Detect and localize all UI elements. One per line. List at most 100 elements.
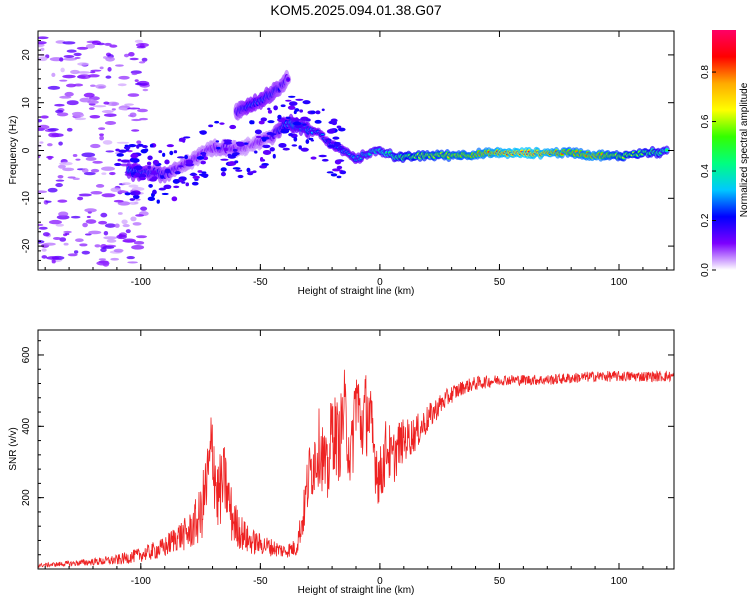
noise-blob	[59, 95, 72, 99]
noise-blob	[100, 212, 108, 218]
y-tick-label: 400	[21, 418, 32, 435]
clutter-blob	[329, 128, 336, 131]
clutter-blob	[277, 114, 282, 120]
clutter-blob	[223, 139, 233, 143]
noise-blob	[56, 112, 69, 117]
noise-blob	[73, 250, 79, 254]
noise-blob	[110, 257, 120, 261]
clutter-blob	[321, 108, 325, 112]
clutter-blob	[200, 160, 206, 165]
clutter-blob	[295, 98, 304, 101]
clutter-blob	[189, 173, 198, 176]
noise-blob	[87, 100, 99, 105]
noise-blob	[38, 226, 48, 230]
snr-x-label: Height of straight line (km)	[298, 585, 415, 596]
clutter-blob	[288, 132, 294, 137]
clutter-blob	[282, 147, 290, 151]
noise-blob	[95, 184, 105, 188]
clutter-blob	[192, 175, 200, 180]
clutter-blob	[252, 170, 257, 173]
noise-blob	[127, 261, 139, 264]
noise-blob	[90, 84, 96, 87]
clutter-blob	[164, 159, 170, 165]
clutter-blob	[232, 152, 240, 156]
noise-blob	[47, 85, 61, 90]
noise-blob	[92, 160, 103, 164]
noise-blob	[85, 219, 97, 224]
clutter-blob	[144, 148, 149, 152]
clutter-blob	[334, 143, 342, 147]
clutter-blob	[260, 117, 268, 122]
clutter-blob	[185, 159, 194, 165]
noise-blob	[76, 71, 91, 74]
noise-blob	[101, 166, 115, 171]
noise-blob	[77, 196, 84, 201]
noise-blob	[62, 41, 76, 45]
noise-blob	[58, 211, 69, 217]
noise-blob	[57, 199, 68, 203]
noise-blob	[46, 256, 60, 260]
noise-blob	[39, 141, 44, 144]
noise-blob	[102, 140, 113, 145]
clutter-blob	[305, 139, 310, 144]
noise-blob	[74, 56, 81, 59]
noise-blob	[136, 140, 142, 144]
noise-blob	[57, 164, 66, 169]
noise-blob	[121, 219, 128, 225]
ridge-core	[286, 78, 290, 81]
noise-blob	[63, 54, 75, 58]
noise-blob	[38, 124, 50, 130]
noise-blob	[106, 101, 120, 107]
clutter-blob	[198, 173, 205, 176]
noise-blob	[79, 243, 88, 247]
y-tick-label: 600	[21, 346, 32, 363]
clutter-blob	[273, 105, 278, 111]
clutter-blob	[327, 144, 336, 148]
noise-blob	[118, 107, 128, 111]
clutter-blob	[163, 184, 172, 189]
noise-blob	[42, 232, 50, 237]
noise-blob	[104, 42, 112, 46]
clutter-blob	[254, 150, 258, 154]
clutter-blob	[327, 139, 331, 144]
clutter-blob	[220, 167, 227, 172]
noise-blob	[98, 85, 105, 89]
noise-blob	[107, 67, 112, 72]
noise-blob	[103, 101, 110, 105]
clutter-blob	[258, 120, 265, 125]
noise-blob	[134, 82, 143, 86]
ridge-core	[665, 149, 669, 152]
clutter-blob	[251, 120, 255, 125]
noise-blob	[82, 222, 88, 228]
noise-blob	[73, 112, 85, 118]
noise-blob	[106, 239, 117, 243]
clutter-blob	[184, 155, 188, 160]
clutter-blob	[215, 140, 220, 143]
clutter-blob	[136, 144, 140, 149]
noise-blob	[115, 64, 124, 67]
noise-blob	[102, 262, 110, 267]
noise-blob	[114, 223, 120, 228]
clutter-blob	[164, 168, 171, 174]
clutter-blob	[330, 118, 338, 123]
clutter-blob	[232, 167, 241, 170]
clutter-blob	[201, 171, 207, 174]
clutter-blob	[262, 149, 272, 155]
noise-blob	[63, 242, 69, 246]
noise-blob	[105, 56, 115, 62]
clutter-blob	[285, 116, 291, 120]
noise-blob	[55, 179, 65, 182]
clutter-blob	[174, 170, 181, 175]
x-tick-label: -100	[131, 277, 151, 288]
clutter-blob	[114, 162, 122, 167]
clutter-blob	[338, 127, 346, 132]
noise-blob	[66, 127, 73, 132]
clutter-blob	[151, 176, 158, 181]
clutter-blob	[148, 184, 153, 188]
clutter-blob	[330, 173, 338, 177]
snr-panel: -100 -50 0 50 100 200 400 600 Height of straigh…	[8, 329, 675, 596]
spectrogram-x-label: Height of straight line (km)	[298, 286, 415, 297]
clutter-blob	[185, 182, 190, 187]
clutter-blob	[124, 192, 131, 196]
